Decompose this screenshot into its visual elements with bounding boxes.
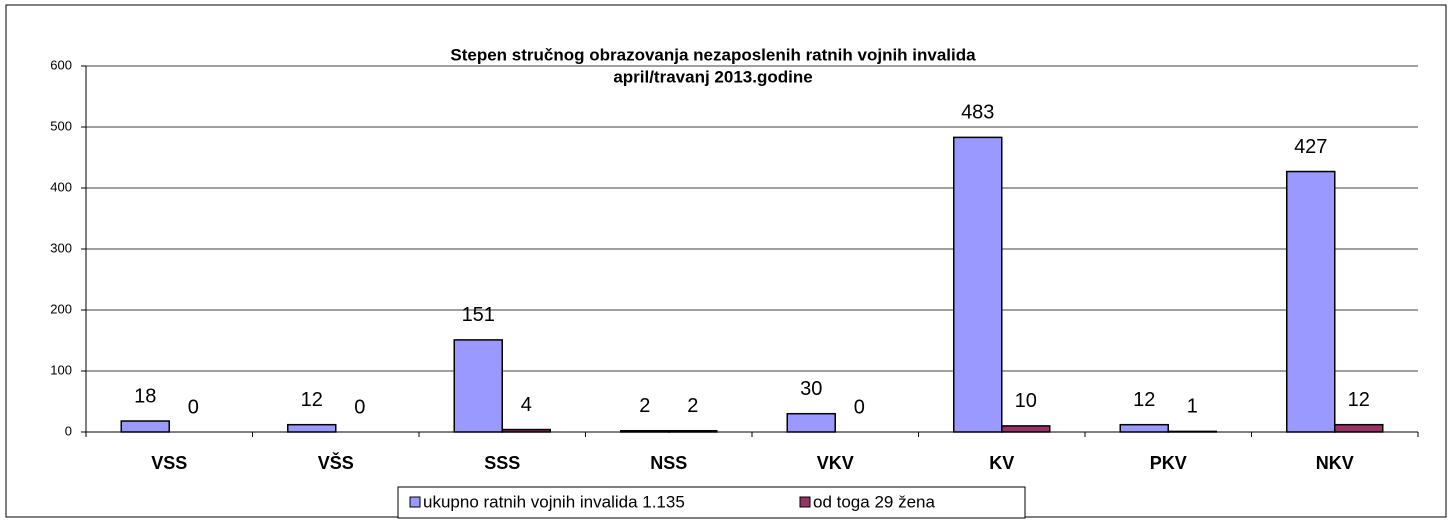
data-label: 4 bbox=[521, 394, 532, 416]
y-tick-label: 400 bbox=[50, 179, 72, 194]
data-label: 18 bbox=[134, 385, 156, 407]
bar bbox=[453, 339, 503, 433]
legend-swatch bbox=[799, 496, 811, 508]
data-label: 0 bbox=[354, 396, 365, 418]
bar bbox=[1001, 425, 1051, 433]
y-tick-label: 500 bbox=[50, 118, 72, 133]
y-tick-label: 100 bbox=[50, 362, 72, 377]
legend-label: od toga 29 žena bbox=[813, 492, 935, 511]
legend-label: ukupno ratnih vojnih invalida 1.135 bbox=[423, 492, 685, 511]
chart-title: Stepen stručnog obrazovanja nezaposlenih… bbox=[450, 45, 976, 64]
data-label: 2 bbox=[687, 395, 698, 417]
data-label: 10 bbox=[1015, 390, 1037, 412]
x-tick-label: SSS bbox=[484, 453, 520, 473]
y-tick-label: 300 bbox=[50, 240, 72, 255]
bar bbox=[287, 423, 337, 433]
data-label: 2 bbox=[639, 395, 650, 417]
y-tick-label: 200 bbox=[50, 301, 72, 316]
bar bbox=[1334, 423, 1384, 433]
data-label: 427 bbox=[1294, 136, 1327, 158]
x-tick-label: NSS bbox=[650, 453, 687, 473]
y-tick-label: 0 bbox=[65, 423, 72, 438]
data-label: 151 bbox=[462, 304, 495, 326]
bar bbox=[953, 136, 1003, 433]
data-label: 0 bbox=[188, 396, 199, 418]
data-label: 12 bbox=[1348, 389, 1370, 411]
data-label: 1 bbox=[1187, 396, 1198, 418]
legend-box bbox=[397, 486, 1026, 519]
data-label: 30 bbox=[800, 378, 822, 400]
data-label: 12 bbox=[301, 389, 323, 411]
bar bbox=[1119, 423, 1169, 433]
x-tick-label: VSS bbox=[151, 453, 187, 473]
data-label: 483 bbox=[961, 102, 994, 124]
data-label: 0 bbox=[854, 396, 865, 418]
legend-swatch bbox=[409, 496, 421, 508]
x-tick-label: VŠS bbox=[318, 452, 354, 473]
y-tick-label: 600 bbox=[50, 57, 72, 72]
bar bbox=[786, 412, 836, 433]
data-label: 12 bbox=[1133, 389, 1155, 411]
x-tick-label: PKV bbox=[1150, 453, 1187, 473]
x-tick-label: VKV bbox=[817, 453, 854, 473]
chart-subtitle: april/travanj 2013.godine bbox=[613, 67, 812, 86]
x-tick-label: KV bbox=[989, 453, 1014, 473]
bar bbox=[120, 420, 170, 433]
bar bbox=[1286, 170, 1336, 433]
x-tick-label: NKV bbox=[1316, 453, 1354, 473]
